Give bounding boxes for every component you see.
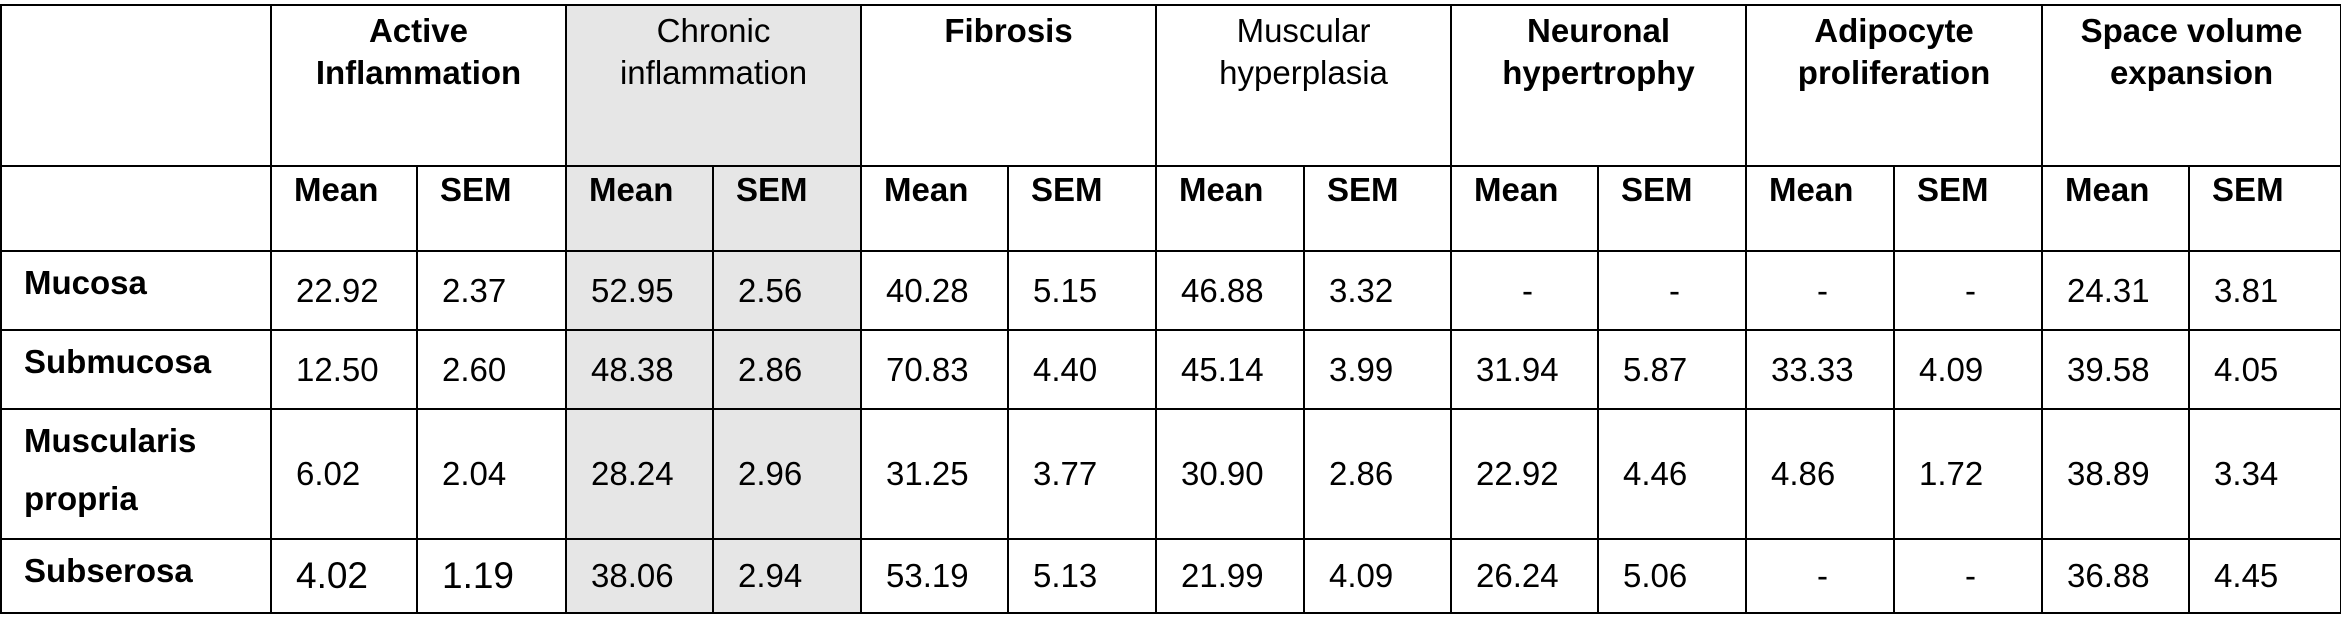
corner-cell: [0, 4, 272, 167]
value-cell: 28.24: [565, 408, 715, 540]
value-cell: 24.31: [2041, 250, 2191, 331]
value-cell: 1.19: [415, 538, 568, 614]
value-cell: 2.96: [712, 408, 863, 540]
subheader-sem: SEM: [1893, 165, 2044, 252]
row-label: Subserosa: [0, 538, 272, 614]
value-cell: -: [1745, 538, 1896, 614]
group-header-fibrosis: Fibrosis: [860, 4, 1158, 167]
value-cell: 4.40: [1007, 329, 1158, 410]
table-row-subserosa: Subserosa 4.02 1.19 38.06 2.94 53.19 5.1…: [0, 538, 2341, 614]
results-table: Active Inflammation Chronic inflammation…: [0, 4, 2341, 614]
value-cell: 48.38: [565, 329, 715, 410]
value-cell: 4.86: [1745, 408, 1896, 540]
group-header-active-inflammation: Active Inflammation: [269, 4, 568, 167]
subheader-row: Mean SEM Mean SEM Mean SEM Mean SEM Mean…: [0, 165, 2341, 252]
value-cell: 45.14: [1155, 329, 1306, 410]
subheader-sem: SEM: [1303, 165, 1453, 252]
value-cell: 31.25: [860, 408, 1010, 540]
value-cell: 2.94: [712, 538, 863, 614]
value-cell: 5.15: [1007, 250, 1158, 331]
subheader-sem: SEM: [415, 165, 568, 252]
value-cell: 38.06: [565, 538, 715, 614]
value-cell: 5.13: [1007, 538, 1158, 614]
value-cell: 1.72: [1893, 408, 2044, 540]
subheader-sem: SEM: [1007, 165, 1158, 252]
value-cell: 5.87: [1597, 329, 1748, 410]
value-cell: 40.28: [860, 250, 1010, 331]
subheader-sem: SEM: [1597, 165, 1748, 252]
value-cell: 4.02: [270, 538, 418, 614]
row-label: Muscularis propria: [0, 408, 272, 540]
value-cell: 3.77: [1007, 408, 1158, 540]
value-cell: -: [1893, 538, 2044, 614]
value-cell: -: [1597, 250, 1748, 331]
value-cell: 53.19: [860, 538, 1010, 614]
subheader-mean: Mean: [1155, 165, 1306, 252]
subheader-mean: Mean: [270, 165, 418, 252]
value-cell: -: [1745, 250, 1896, 331]
table-row-mucosa: Mucosa 22.92 2.37 52.95 2.56 40.28 5.15 …: [0, 250, 2341, 331]
subheader-mean: Mean: [2041, 165, 2191, 252]
value-cell: 3.34: [2188, 408, 2341, 540]
value-cell: -: [1893, 250, 2044, 331]
value-cell: 33.33: [1745, 329, 1896, 410]
value-cell: 12.50: [270, 329, 418, 410]
value-cell: 2.56: [712, 250, 863, 331]
value-cell: 22.92: [1450, 408, 1600, 540]
value-cell: 4.45: [2188, 538, 2341, 614]
group-header-neuronal-hypertrophy: Neuronal hypertrophy: [1450, 4, 1748, 167]
value-cell: 30.90: [1155, 408, 1306, 540]
row-label: Mucosa: [0, 250, 272, 331]
row-label: Submucosa: [0, 329, 272, 410]
value-cell: 4.09: [1303, 538, 1453, 614]
value-cell: 2.86: [712, 329, 863, 410]
value-cell: 6.02: [270, 408, 418, 540]
subheader-mean: Mean: [1745, 165, 1896, 252]
subheader-mean: Mean: [1450, 165, 1600, 252]
value-cell: 46.88: [1155, 250, 1306, 331]
value-cell: 2.37: [415, 250, 568, 331]
value-cell: 4.09: [1893, 329, 2044, 410]
value-cell: 4.46: [1597, 408, 1748, 540]
value-cell: -: [1450, 250, 1600, 331]
subheader-mean: Mean: [860, 165, 1010, 252]
value-cell: 39.58: [2041, 329, 2191, 410]
value-cell: 22.92: [270, 250, 418, 331]
subheader-sem: SEM: [712, 165, 863, 252]
value-cell: 52.95: [565, 250, 715, 331]
value-cell: 26.24: [1450, 538, 1600, 614]
group-header-row: Active Inflammation Chronic inflammation…: [0, 4, 2341, 167]
value-cell: 3.81: [2188, 250, 2341, 331]
subheader-empty-cell: [0, 165, 272, 252]
value-cell: 36.88: [2041, 538, 2191, 614]
value-cell: 5.06: [1597, 538, 1748, 614]
group-header-muscular-hyperplasia: Muscular hyperplasia: [1155, 4, 1453, 167]
value-cell: 2.86: [1303, 408, 1453, 540]
value-cell: 3.99: [1303, 329, 1453, 410]
value-cell: 70.83: [860, 329, 1010, 410]
value-cell: 3.32: [1303, 250, 1453, 331]
group-header-adipocyte-proliferation: Adipocyte proliferation: [1745, 4, 2044, 167]
value-cell: 4.05: [2188, 329, 2341, 410]
subheader-mean: Mean: [565, 165, 715, 252]
value-cell: 38.89: [2041, 408, 2191, 540]
value-cell: 2.04: [415, 408, 568, 540]
subheader-sem: SEM: [2188, 165, 2341, 252]
table-row-muscularis-propria: Muscularis propria 6.02 2.04 28.24 2.96 …: [0, 408, 2341, 540]
table-row-submucosa: Submucosa 12.50 2.60 48.38 2.86 70.83 4.…: [0, 329, 2341, 410]
group-header-space-volume-expansion: Space volume expansion: [2041, 4, 2341, 167]
value-cell: 21.99: [1155, 538, 1306, 614]
value-cell: 2.60: [415, 329, 568, 410]
value-cell: 31.94: [1450, 329, 1600, 410]
group-header-chronic-inflammation: Chronic inflammation: [565, 4, 863, 167]
